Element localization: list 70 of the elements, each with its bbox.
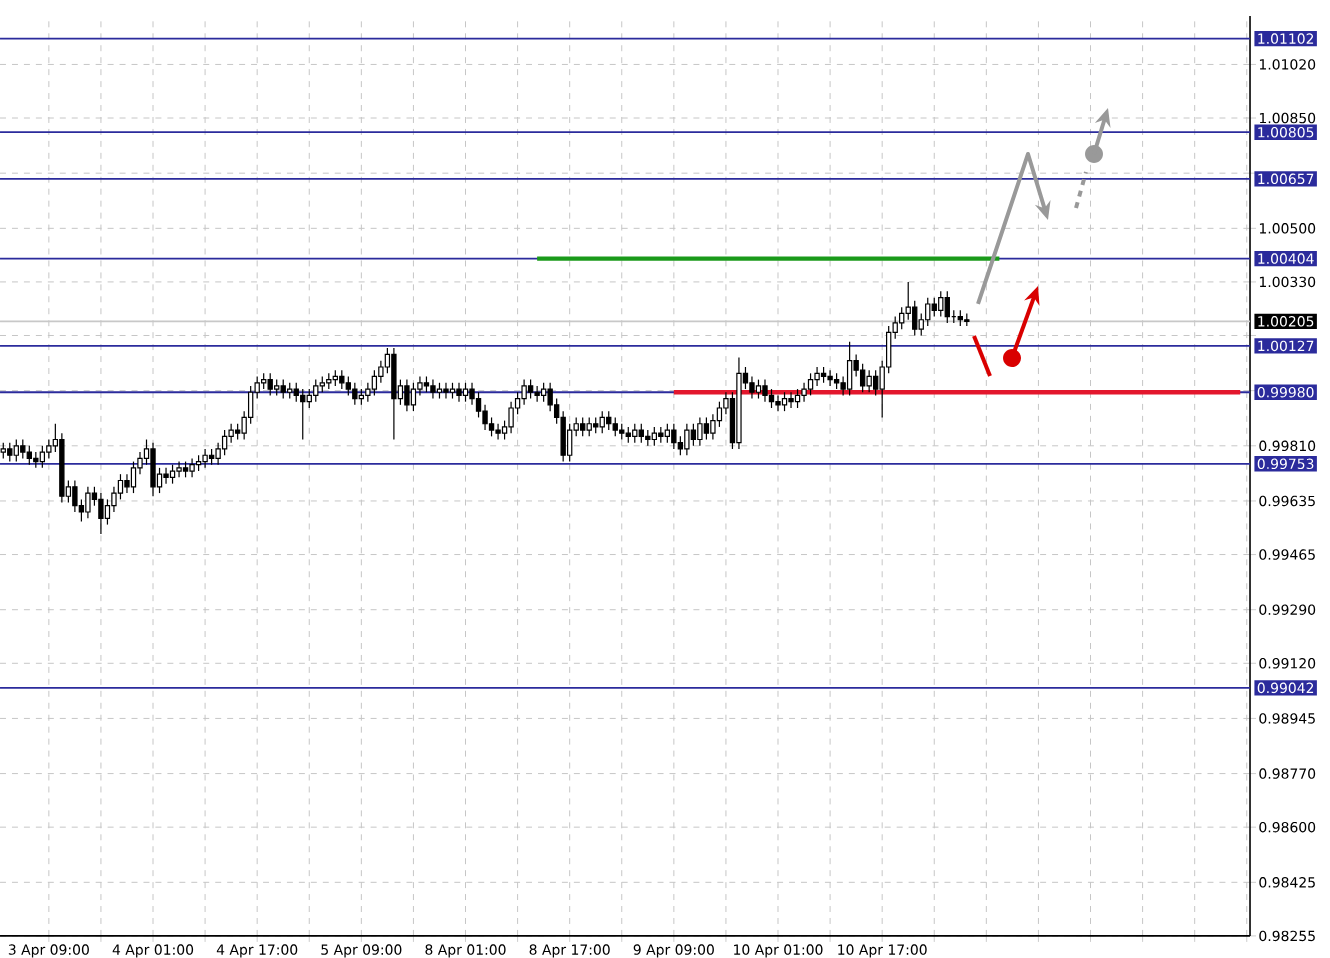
candlestick	[762, 379, 768, 403]
candlestick	[306, 388, 312, 409]
candlestick	[651, 426, 657, 447]
candlestick	[267, 372, 273, 396]
candlestick	[599, 410, 605, 434]
candlestick	[313, 379, 319, 403]
candlestick	[410, 382, 417, 412]
candlestick	[391, 347, 397, 441]
candlestick	[938, 290, 944, 318]
candlestick	[404, 379, 410, 412]
candlestick	[703, 416, 710, 441]
candlestick	[846, 341, 853, 396]
candlestick	[925, 297, 931, 327]
candlestick	[527, 379, 534, 400]
candlestick	[521, 379, 527, 406]
candlestick	[169, 464, 176, 485]
candlestick	[85, 486, 91, 519]
candlestick	[163, 467, 169, 485]
candlestick	[931, 297, 937, 318]
candlestick	[176, 460, 182, 478]
candlestick	[606, 410, 612, 431]
candlestick	[781, 391, 788, 412]
candlestick	[462, 382, 469, 403]
candlestick	[664, 423, 671, 444]
candlestick	[775, 394, 781, 412]
candlestick	[456, 382, 462, 403]
candlestick	[872, 369, 879, 396]
candlestick	[534, 385, 540, 403]
candlestick	[7, 442, 13, 463]
candlestick	[768, 388, 775, 409]
candlestick	[807, 372, 814, 396]
candlestick	[944, 290, 950, 324]
candlestick	[352, 382, 358, 406]
candlestick	[684, 423, 690, 456]
candlestick	[443, 382, 449, 400]
candlestick	[98, 492, 104, 535]
candlestick	[280, 379, 286, 400]
candlestick	[202, 448, 208, 469]
candlestick	[495, 423, 501, 441]
candlestick	[814, 366, 820, 387]
candlestick	[26, 445, 32, 466]
candlestick	[677, 435, 684, 456]
candlestick	[690, 423, 697, 447]
candlestick	[130, 460, 137, 494]
candlestick	[39, 445, 46, 469]
candlestick	[697, 416, 703, 447]
candlestick	[540, 382, 547, 403]
candlestick	[20, 438, 26, 460]
candlestick	[567, 423, 573, 463]
candlestick	[371, 369, 378, 396]
candlestick	[632, 423, 638, 444]
candlestick	[866, 369, 872, 393]
candlestick	[794, 388, 801, 409]
candlestick	[124, 473, 130, 494]
candlestick	[755, 379, 762, 400]
candlestick	[827, 369, 833, 387]
candlestick	[580, 416, 586, 437]
candlestick	[300, 388, 306, 441]
candlestick	[612, 416, 618, 437]
candlestick	[150, 442, 156, 497]
candlestick	[638, 423, 644, 444]
candlestick	[586, 416, 592, 437]
candlestick	[788, 391, 794, 409]
candlestick	[72, 479, 78, 513]
candlestick	[339, 369, 345, 390]
candlestick	[671, 423, 677, 450]
candlestick	[430, 379, 436, 400]
candlestick	[13, 438, 19, 463]
candlestick	[189, 457, 195, 478]
candlestick	[749, 375, 755, 400]
